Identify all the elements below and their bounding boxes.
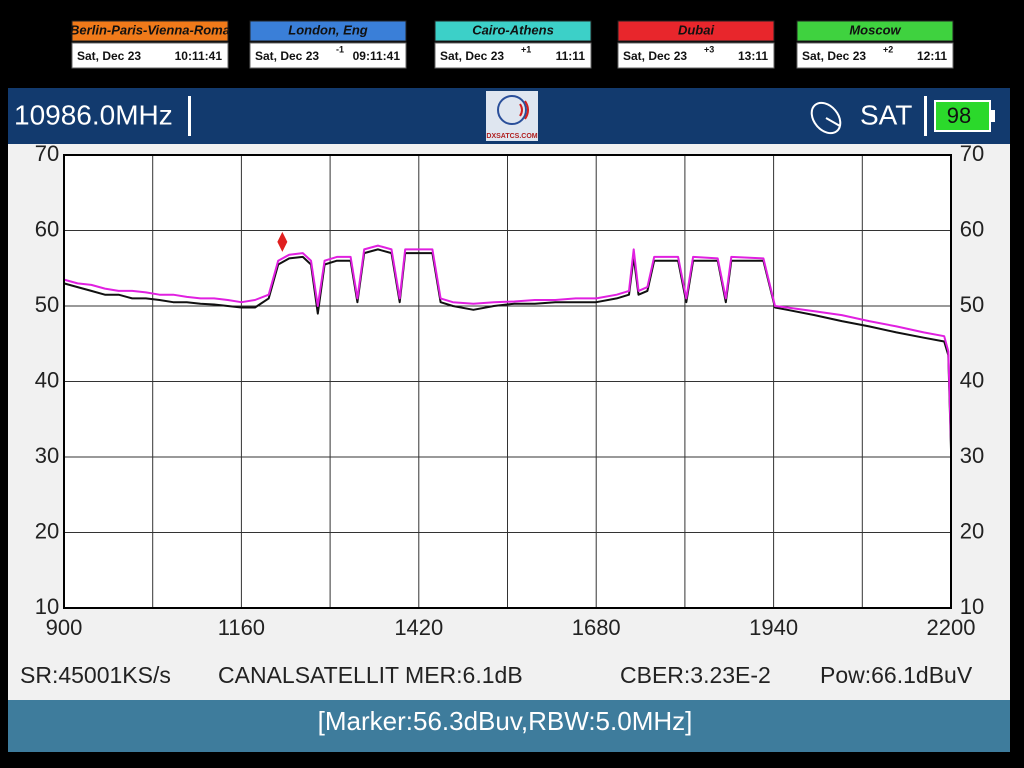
clock-offset: -1 (336, 44, 344, 54)
clock-box (617, 42, 775, 69)
clock-time: 11:11 (556, 49, 586, 63)
clock-box (796, 42, 954, 69)
clock-box (434, 42, 592, 69)
clock-city: Berlin-Paris-Vienna-Roma (70, 22, 230, 37)
logo (486, 91, 538, 141)
logo-emblem (497, 95, 527, 125)
frequency: 10986.0MHz (14, 99, 173, 130)
clock-offset: +2 (883, 44, 893, 54)
x-tick-label: 2200 (927, 615, 976, 640)
y-tick-label-right: 60 (960, 216, 984, 241)
clock-date: Sat, Dec 23 (440, 49, 504, 63)
y-tick-label-right: 40 (960, 367, 984, 392)
clock-title-bar (796, 20, 954, 42)
x-tick-label: 900 (46, 615, 83, 640)
x-tick-label: 1160 (218, 615, 265, 640)
divider (924, 96, 927, 136)
clock-date: Sat, Dec 23 (623, 49, 687, 63)
mode: SAT (860, 99, 912, 130)
battery-tip (990, 110, 995, 122)
clock-offset: +3 (704, 44, 714, 54)
divider (188, 96, 191, 136)
clock-city: London, Eng (288, 22, 367, 37)
clock-city: Moscow (849, 22, 901, 37)
clock-title-bar (434, 20, 592, 42)
y-tick-label-right: 20 (960, 518, 984, 543)
x-tick-label: 1680 (572, 615, 621, 640)
y-tick-label: 50 (35, 292, 59, 317)
marker (277, 231, 288, 252)
clock-offset: +1 (521, 44, 531, 54)
satellite-icon (810, 101, 842, 135)
clock-date: Sat, Dec 23 (802, 49, 866, 63)
y-tick-label: 30 (35, 443, 59, 468)
y-tick-label: 40 (35, 367, 59, 392)
clock-title-bar (71, 20, 229, 42)
clock-date: Sat, Dec 23 (255, 49, 319, 63)
logo-text: DXSATCS.COM (486, 133, 537, 140)
x-tick-label: 1420 (394, 615, 443, 640)
clock-city: Dubai (678, 22, 715, 37)
footer-bar (8, 700, 1010, 752)
clock-title-bar (617, 20, 775, 42)
clock-box (249, 42, 407, 69)
clock-date: Sat, Dec 23 (77, 49, 141, 63)
y-tick-label: 70 (35, 141, 59, 166)
logo-waves (519, 100, 529, 120)
channel: CANALSATELLIT MER:6.1dB (218, 662, 523, 688)
clock-time: 12:11 (917, 49, 947, 63)
symbol-rate: SR:45001KS/s (20, 662, 171, 688)
y-tick-label: 20 (35, 518, 59, 543)
power: Pow:66.1dBuV (820, 662, 973, 688)
y-tick-label-right: 70 (960, 141, 984, 166)
trace (63, 244, 952, 442)
battery-level: 98 (947, 103, 971, 128)
y-tick-label-right: 30 (960, 443, 984, 468)
clock-box (71, 42, 229, 69)
cber: CBER:3.23E-2 (620, 662, 771, 688)
clock-time: 10:11:41 (175, 49, 223, 63)
y-tick-label-right: 50 (960, 292, 984, 317)
y-tick-label-right: 10 (960, 594, 984, 619)
y-tick-label: 60 (35, 216, 59, 241)
clock-time: 13:11 (738, 49, 768, 63)
clock-city: Cairo-Athens (472, 22, 554, 37)
y-tick-label: 10 (35, 594, 59, 619)
clock-title-bar (249, 20, 407, 42)
plot-border (63, 154, 952, 609)
footer: [Marker:56.3dBuv,RBW:5.0MHz] (318, 706, 693, 736)
x-tick-label: 1940 (749, 615, 798, 640)
clock-time: 09:11:41 (353, 49, 401, 63)
